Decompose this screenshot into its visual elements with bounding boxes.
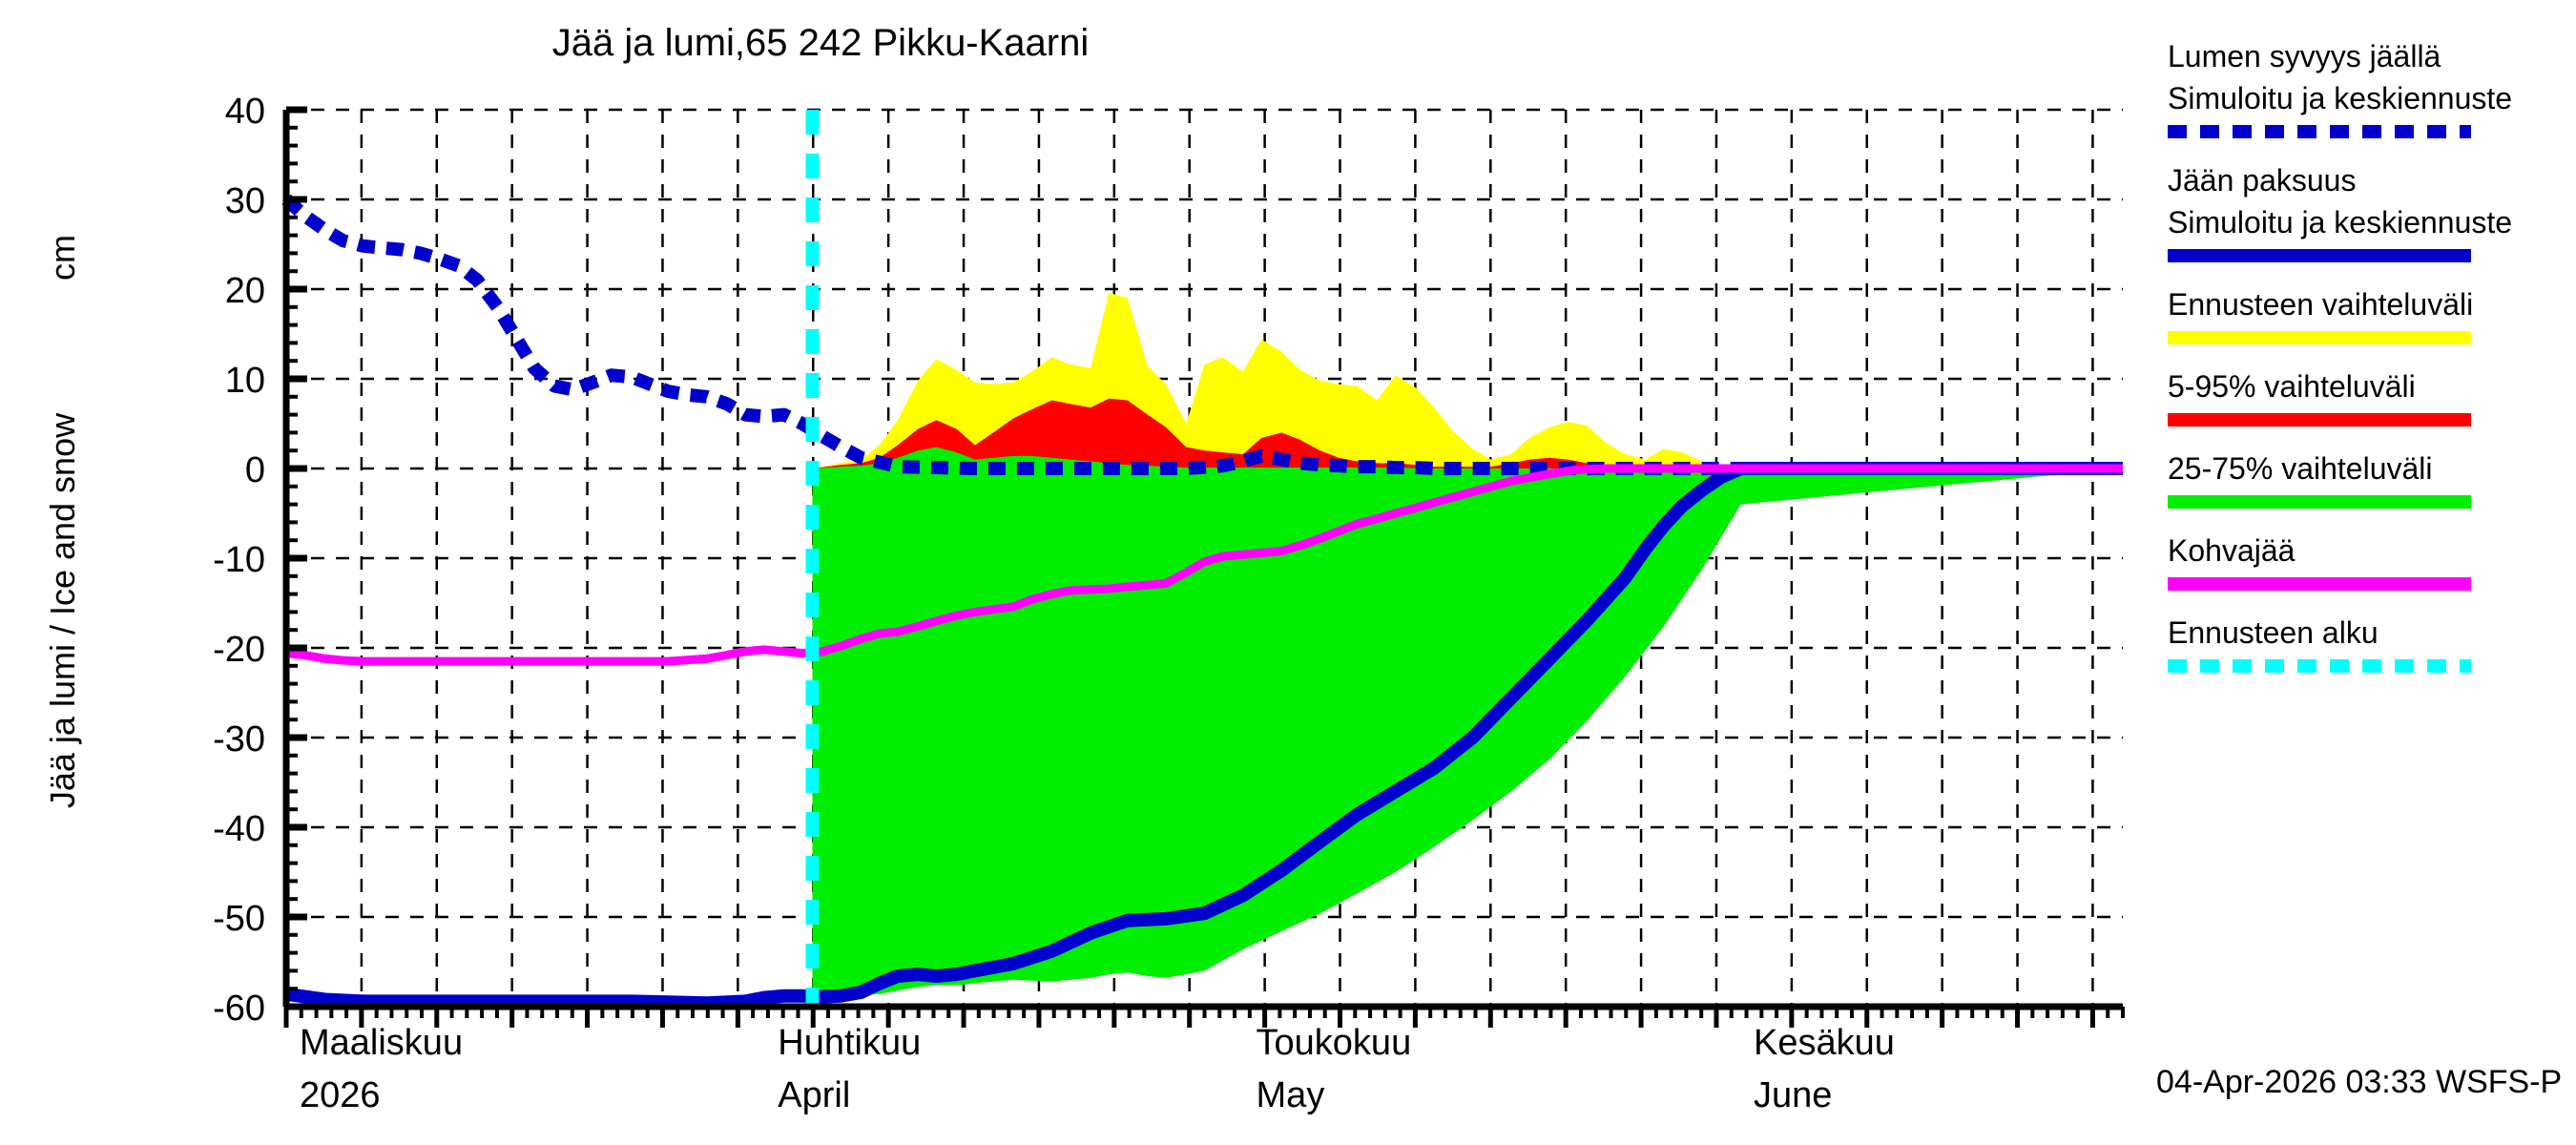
y-axis-unit-label: cm [43,235,82,281]
legend-item-1: Jään paksuus Simuloitu ja keskiennuste [2168,163,2512,262]
y-tick-label: 10 [225,361,265,401]
x-tick-label-fi: Toukokuu [1257,1023,1412,1063]
y-tick-label: 20 [225,271,265,311]
legend-item-title: Lumen syvyys jäällä [2168,39,2441,73]
x-tick-label-fi: Kesäkuu [1754,1023,1895,1063]
legend-item-2: Ennusteen vaihteluväli [2168,287,2473,344]
x-tick-label-fi: Huhtikuu [778,1023,921,1063]
x-tick-label-en: April [778,1075,850,1115]
series-line-2 [285,464,2123,666]
legend-item-subtitle: Simuloitu ja keskiennuste [2168,81,2512,115]
legend-item-5: Kohvajää [2168,533,2471,591]
y-tick-label: -60 [213,989,265,1029]
series-line-1 [285,462,2123,1010]
legend-item-title: 5-95% vaihteluväli [2168,369,2416,404]
legend-item-title: Ennusteen vaihteluväli [2168,287,2473,322]
y-tick-label: -20 [213,630,265,670]
y-tick-label: 0 [245,450,265,490]
legend-item-title: 25-75% vaihteluväli [2168,451,2433,486]
legend-item-title: Jään paksuus [2168,163,2356,198]
page-title: Jää ja lumi,65 242 Pikku-Kaarni [552,22,1090,64]
y-tick-label: 30 [225,181,265,221]
y-tick-label: -40 [213,809,265,849]
x-axis-ticks: Maaliskuu 2026 Huhtikuu April Toukokuu May Kes… [283,1007,2125,1115]
y-tick-label: -30 [213,719,265,760]
x-tick-label-en: June [1754,1075,1832,1115]
legend-item-0: Lumen syvyys jäällä Simuloitu ja keskienn… [2168,39,2512,138]
series-line-0 [281,194,2123,475]
y-axis-ticks: 40 30 20 10 0 -10 -20 -30 -40 -50 -60 [213,92,307,1029]
legend: Lumen syvyys jäällä Simuloitu ja keskienn… [2168,39,2512,673]
x-tick-label-en: May [1257,1075,1325,1115]
legend-item-3: 5-95% vaihteluväli [2168,369,2471,427]
y-tick-label: 40 [225,92,265,132]
legend-item-subtitle: Simuloitu ja keskiennuste [2168,205,2512,239]
x-tick-label-fi: Maaliskuu [300,1023,463,1063]
legend-item-4: 25-75% vaihteluväli [2168,451,2471,509]
data-series [281,194,2123,1010]
x-tick-label-en: 2026 [300,1075,381,1115]
y-axis-label: Jää ja lumi / Ice and snow [43,412,82,808]
footer-timestamp: 04-Apr-2026 03:33 WSFS-P [2156,1064,2562,1100]
y-tick-label: -50 [213,899,265,939]
legend-item-6: Ennusteen alku [2168,615,2471,673]
legend-item-title: Kohvajää [2168,533,2296,568]
legend-item-title: Ennusteen alku [2168,615,2379,650]
y-tick-label: -10 [213,540,265,580]
